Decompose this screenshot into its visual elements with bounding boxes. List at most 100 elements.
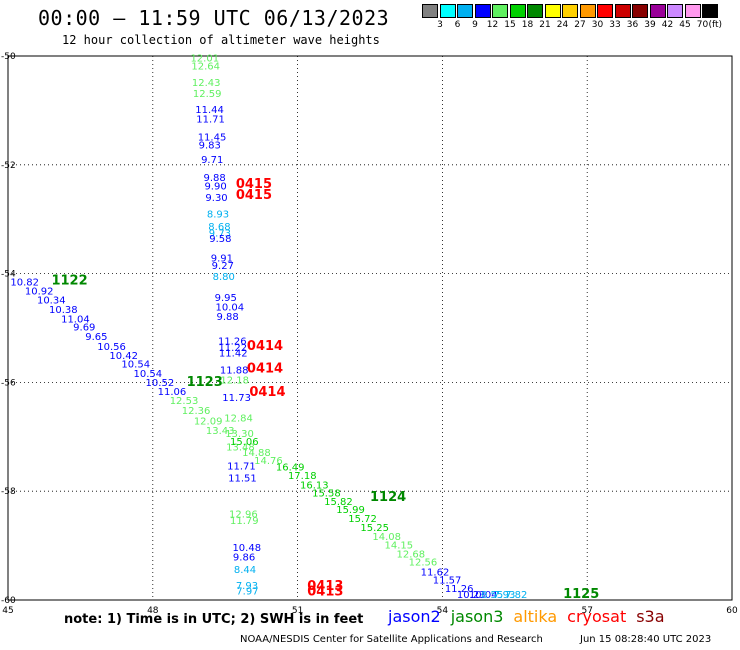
wave-height-label: 8.80 [213, 272, 235, 283]
wave-height-label: 12.64 [191, 62, 220, 73]
legend-swatch [632, 4, 648, 18]
wave-height-label: 9.83 [199, 140, 221, 151]
legend-swatch [597, 4, 613, 18]
wave-height-label: 9.88 [217, 312, 239, 323]
latitude-tick-label: -52 [1, 161, 16, 171]
legend-swatch [684, 4, 701, 18]
wave-height-label: 11.26 [445, 584, 474, 595]
wave-height-label: 12.36 [182, 406, 211, 417]
footer-note: note: 1) Time is in UTC; 2) SWH is in fe… [64, 612, 364, 627]
pass-time-label: 0414 [247, 362, 283, 377]
legend-label: 42 [661, 20, 674, 30]
wave-height-label: 15.82 [324, 497, 353, 508]
wave-height-label: 11.71 [196, 114, 225, 125]
longitude-tick-label: 51 [292, 606, 303, 616]
legend-swatch [544, 4, 561, 18]
wave-height-label: 7.97 [236, 587, 258, 598]
map-subtitle: 12 hour collection of altimeter wave hei… [62, 33, 380, 47]
wave-height-label: 9.90 [204, 181, 226, 192]
legend-label: 45 [679, 20, 691, 30]
latitude-tick-label: -54 [1, 270, 16, 280]
wave-height-label: 7.93 [236, 581, 258, 592]
wave-height-label: 14.15 [384, 540, 413, 551]
wave-height-label: 15.06 [230, 437, 259, 448]
wave-height-label: 15.25 [360, 523, 389, 534]
wave-height-label: 9.71 [201, 155, 223, 166]
wave-height-label: 10.23 [457, 590, 486, 601]
wave-height-label: 12.59 [193, 89, 222, 100]
legend-swatch [439, 4, 456, 18]
wave-height-label: 12.56 [409, 558, 438, 569]
wave-height-label: 15.72 [348, 514, 377, 525]
wave-height-label: 12.96 [229, 509, 258, 520]
wave-height-label: 11.51 [228, 473, 257, 484]
wave-height-label: 10.54 [121, 360, 150, 371]
wave-height-label: 14.88 [242, 448, 271, 459]
wave-height-label: 8.93 [207, 210, 229, 221]
wave-height-label: 9.88 [203, 173, 225, 184]
legend-label: 70 [696, 20, 709, 30]
legend-label: 9 [472, 20, 478, 30]
legend-swatch [667, 4, 683, 18]
legend-label: 6 [454, 20, 461, 30]
legend-swatch [579, 4, 596, 18]
legend-label: 12 [486, 20, 499, 30]
legend-label: 3 [437, 20, 443, 30]
legend-swatch [527, 4, 543, 18]
wave-height-label: 10.04 [216, 303, 245, 314]
legend-unit: (ft) [708, 20, 723, 30]
wave-height-label: 15.99 [336, 505, 365, 516]
wave-height-label: 12.84 [224, 414, 253, 425]
legend-label: 30 [591, 20, 604, 30]
credit-line: NOAA/NESDIS Center for Satellite Applica… [240, 634, 543, 645]
map-title: 00:00 – 11:59 UTC 06/13/2023 [38, 6, 390, 30]
legend-label: 15 [504, 20, 516, 30]
pass-time-label: 0414 [249, 385, 285, 400]
longitude-tick-label: 60 [726, 606, 738, 616]
wave-height-label: 8.44 [234, 565, 256, 576]
wave-height-label: 9.58 [209, 234, 231, 245]
wave-height-label: 12.18 [220, 375, 249, 386]
wave-height-label: 11.62 [421, 568, 450, 579]
wave-height-label: 11.45 [198, 132, 227, 143]
pass-time-label: 1122 [51, 273, 87, 288]
generation-timestamp: Jun 15 08:28:40 UTC 2023 [580, 634, 712, 645]
wave-height-label: 12.43 [192, 78, 221, 89]
longitude-tick-label: 57 [581, 606, 592, 616]
legend-swatch [457, 4, 473, 18]
legend-label: 39 [644, 20, 656, 30]
legend-swatch [422, 4, 438, 18]
wave-height-label: 12.68 [397, 550, 426, 561]
wave-height-label: 7.93 [493, 590, 515, 601]
satellite-name-jason3: jason3 [450, 607, 504, 626]
legend-swatch [509, 4, 526, 18]
pass-time-label: 1123 [187, 375, 223, 390]
legend-swatch [614, 4, 631, 18]
wave-height-label: 7.82 [505, 590, 527, 601]
wave-height-label: 11.22 [218, 343, 247, 354]
wave-height-label: 10.42 [109, 351, 138, 362]
wave-height-label: 11.71 [227, 461, 256, 472]
wave-height-label: 11.04 [61, 315, 90, 326]
wave-height-label: 9.91 [211, 254, 233, 265]
wave-height-label: 11.88 [220, 366, 249, 377]
legend-swatch [562, 4, 578, 18]
wave-height-label: 16.49 [276, 463, 305, 474]
latitude-tick-label: -56 [1, 378, 16, 388]
pass-time-label: 0414 [247, 339, 283, 354]
wave-height-label: 12.01 [190, 53, 219, 64]
wave-height-label: 9.27 [212, 261, 234, 272]
wave-height-label: 9.86 [233, 552, 255, 563]
latitude-tick-label: -60 [1, 596, 16, 606]
wave-height-label: 11.79 [230, 516, 259, 527]
wave-height-label: 13.43 [206, 426, 235, 437]
legend-label: 33 [609, 20, 621, 30]
wave-height-label: 9.95 [215, 293, 237, 304]
wave-height-label: 11.44 [195, 105, 224, 116]
legend-swatch [649, 4, 666, 18]
legend-label: 27 [574, 20, 586, 30]
latitude-tick-label: -50 [1, 52, 16, 62]
wave-height-label: 13.48 [226, 442, 255, 453]
legend-swatch [474, 4, 491, 18]
